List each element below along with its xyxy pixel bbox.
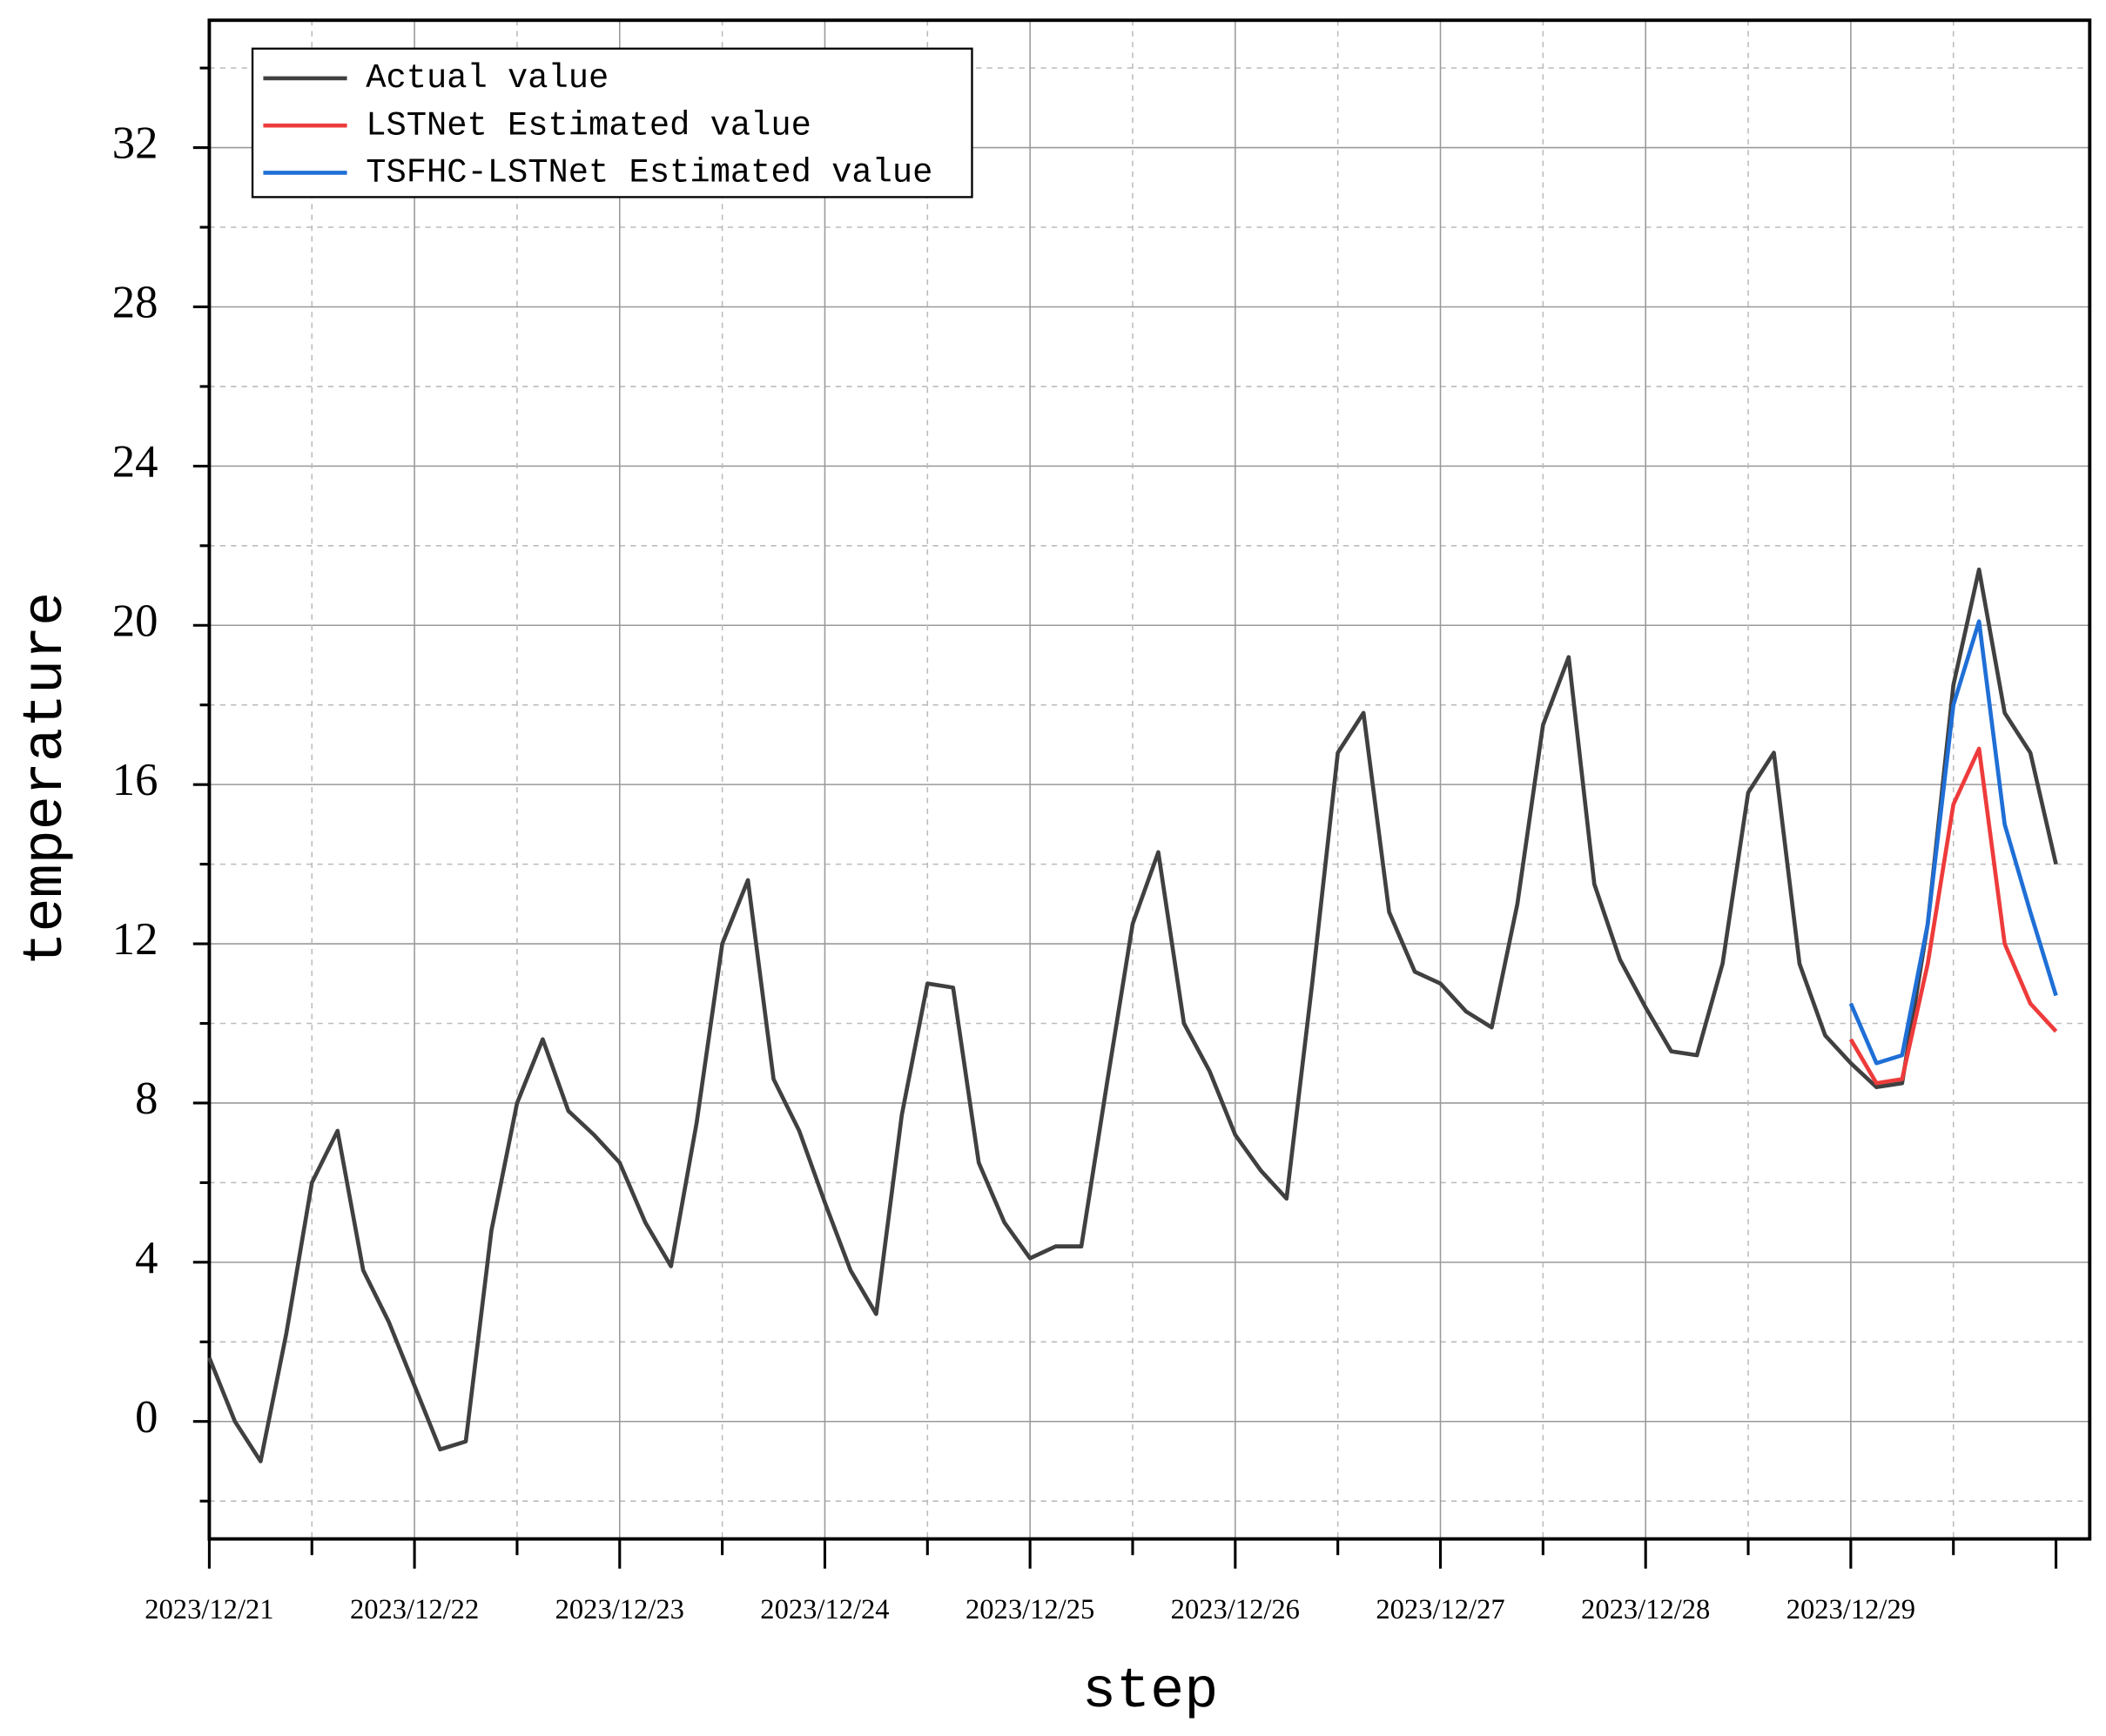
x-tick-label: 2023/12/28 [1581,1594,1710,1625]
series-line [1848,746,2058,1086]
y-tick-label: 4 [135,1233,158,1283]
plot-frame [207,18,2092,1541]
x-axis-label: step [1082,1659,1218,1724]
series-line [207,567,2058,1463]
x-tick-label: 2023/12/29 [1786,1594,1915,1625]
y-tick-label: 28 [112,278,158,328]
x-tick-label: 2023/12/21 [145,1594,273,1625]
x-tick-label: 2023/12/23 [555,1594,684,1625]
y-tick-label: 12 [112,914,158,965]
x-tick-label: 2023/12/24 [760,1594,889,1625]
y-tick-label: 20 [112,595,158,646]
legend-label: Actual value [366,59,609,98]
legend-label: TSFHC-LSTNet Estimated value [366,154,932,192]
x-tick-label: 2023/12/26 [1171,1594,1300,1625]
legend-box [251,47,973,198]
y-tick-label: 8 [135,1073,158,1124]
y-tick-label: 16 [112,755,158,805]
y-tick-label: 32 [112,118,158,169]
series-line [1848,619,2058,1066]
x-tick-label: 2023/12/25 [966,1594,1094,1625]
x-tick-label: 2023/12/27 [1376,1594,1504,1625]
legend-label: LSTNet Estimated value [366,106,811,145]
y-tick-label: 0 [135,1392,158,1443]
y-tick-label: 24 [112,436,158,487]
x-tick-label: 2023/12/22 [350,1594,479,1625]
y-axis-label: temperature [14,592,78,966]
